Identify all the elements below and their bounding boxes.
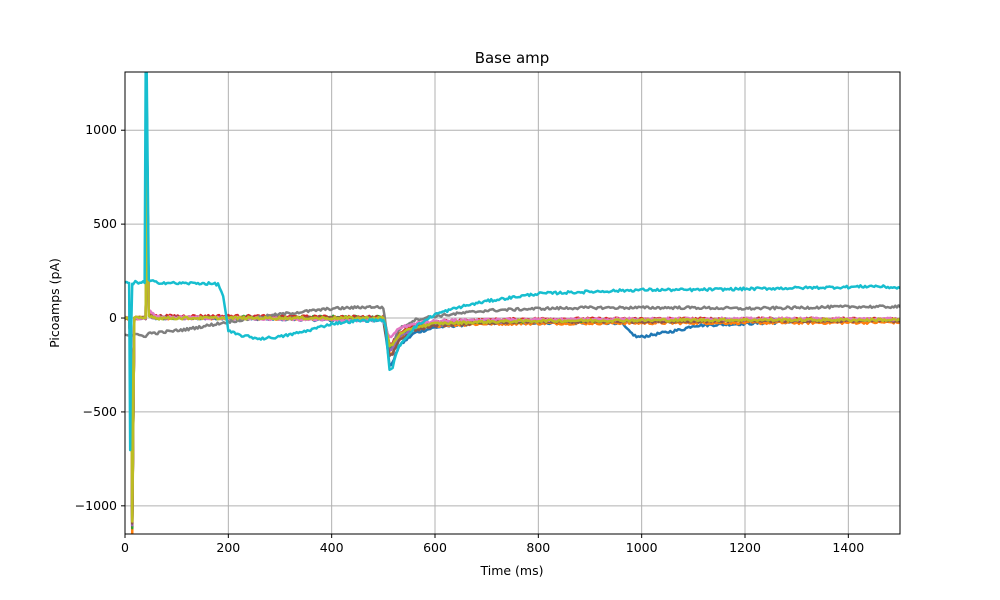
chart-title: Base amp xyxy=(475,49,550,67)
y-tick-label: −1000 xyxy=(75,498,117,513)
y-tick-label: 1000 xyxy=(85,122,117,137)
x-axis-label: Time (ms) xyxy=(479,563,543,578)
x-tick-label: 1000 xyxy=(626,540,658,555)
x-tick-label: 1200 xyxy=(729,540,761,555)
x-tick-label: 1400 xyxy=(832,540,864,555)
y-axis-label: Picoamps (pA) xyxy=(47,258,62,348)
x-tick-label: 800 xyxy=(526,540,550,555)
series-line-9 xyxy=(125,72,900,452)
y-tick-label: 0 xyxy=(109,310,117,325)
x-tick-label: 200 xyxy=(216,540,240,555)
series-layer xyxy=(125,72,900,534)
plot-frame xyxy=(124,71,901,535)
plot-background xyxy=(125,72,900,534)
y-tick-label: −500 xyxy=(83,404,117,419)
x-tick-label: 0 xyxy=(121,540,129,555)
x-tick-label: 400 xyxy=(320,540,344,555)
y-axis: −1000 −500 0 500 1000 xyxy=(75,122,125,513)
x-tick-label: 600 xyxy=(423,540,447,555)
x-axis: 0 200 400 600 800 1000 1200 1400 xyxy=(121,534,864,555)
y-tick-label: 500 xyxy=(93,216,117,231)
series-line-8 xyxy=(125,109,900,523)
